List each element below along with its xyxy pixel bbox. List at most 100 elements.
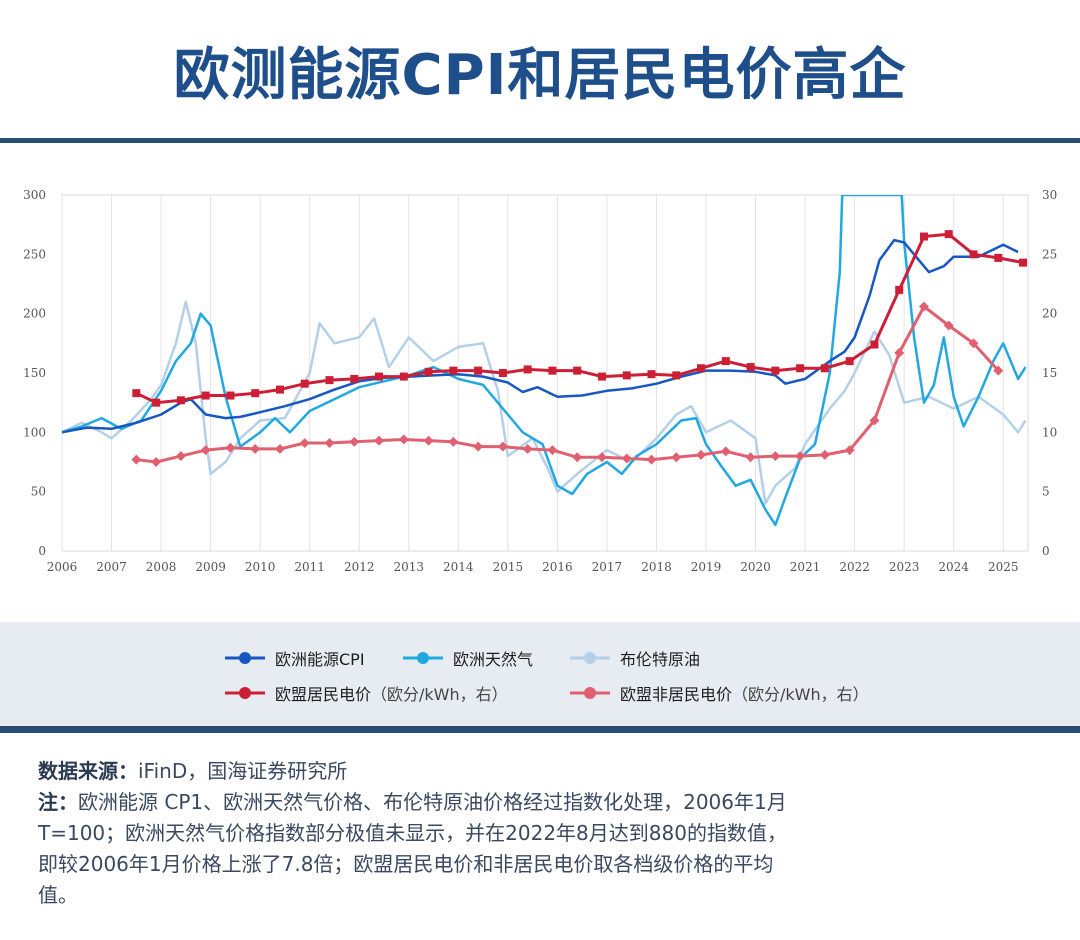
y-left-tick-label: 150 (23, 366, 46, 380)
legend-line-marker (570, 652, 610, 664)
data-point-marker (622, 371, 631, 380)
note-line: 注：欧洲能源 CP1、欧洲天然气价格、布伦特原油价格经过指数化处理，2006年1… (38, 787, 798, 911)
data-point-marker (647, 370, 656, 379)
data-point-marker (994, 253, 1003, 262)
x-tick-label: 2017 (592, 560, 623, 574)
data-point-marker (325, 376, 334, 385)
data-point-marker (844, 445, 855, 456)
data-point-marker (299, 438, 310, 448)
footnotes: 数据来源：iFinD，国海证券研究所 注：欧洲能源 CP1、欧洲天然气价格、布伦… (38, 756, 798, 911)
y-left-tick-label: 200 (23, 307, 46, 321)
data-point-marker (869, 415, 880, 426)
data-point-marker (275, 443, 285, 454)
data-point-marker (349, 436, 360, 447)
x-tick-label: 2021 (790, 560, 821, 574)
legend-label: 欧洲能源CPI (275, 650, 365, 669)
data-point-marker (671, 452, 682, 463)
legend-item-nonhousehold-power: 欧盟非居民电价 （欧分/kWh，右） (570, 681, 869, 705)
plot-frame (61, 194, 1029, 552)
data-point-marker (423, 435, 434, 446)
data-point-marker (474, 366, 483, 375)
top-divider (0, 138, 1080, 143)
data-point-marker (720, 446, 731, 457)
x-tick-label: 2019 (691, 560, 722, 574)
data-point-marker (771, 366, 780, 375)
data-point-marker (398, 434, 409, 445)
x-tick-label: 2022 (839, 560, 870, 574)
data-point-marker (597, 452, 607, 463)
legend-label: 欧盟非居民电价 (620, 685, 733, 704)
series-line (62, 195, 1027, 527)
data-point-marker (621, 453, 632, 464)
legend-unit: （欧分/kWh，右） (732, 685, 869, 704)
x-tick-label: 2014 (443, 560, 474, 574)
data-point-marker (300, 379, 309, 388)
chart-legend: 欧洲能源CPI 欧洲天然气 布伦特原油 欧盟居民电价 （欧分/kWh，右） 欧盟非… (0, 622, 1080, 726)
data-point-marker (375, 372, 384, 381)
legend-item-energy-cpi: 欧洲能源CPI (225, 646, 365, 670)
data-point-marker (672, 371, 681, 380)
data-point-marker (573, 366, 582, 375)
data-point-marker (522, 443, 533, 454)
data-point-marker (497, 441, 508, 452)
data-point-marker (523, 365, 532, 374)
data-point-marker (646, 454, 657, 465)
legend-item-household-power: 欧盟居民电价 （欧分/kWh，右） (225, 681, 508, 705)
data-point-marker (251, 389, 260, 398)
data-point-marker (597, 372, 606, 381)
y-right-tick-label: 25 (1042, 247, 1057, 261)
data-point-marker (795, 451, 806, 462)
data-point-marker (745, 452, 756, 463)
x-tick-label: 2020 (740, 560, 771, 574)
legend-unit: （欧分/kWh，右） (371, 685, 508, 704)
data-point-marker (919, 232, 928, 241)
legend-line-marker (225, 652, 265, 664)
data-point-marker (1019, 258, 1028, 267)
data-point-marker (548, 366, 557, 375)
data-point-marker (374, 435, 384, 446)
data-point-marker (968, 338, 979, 349)
series-line (136, 305, 1000, 464)
y-right-tick-label: 10 (1042, 425, 1057, 439)
data-point-marker (473, 441, 484, 452)
data-point-marker (820, 364, 829, 373)
data-point-marker (969, 250, 978, 259)
data-point-marker (746, 363, 755, 372)
x-tick-label: 2011 (294, 560, 325, 574)
data-point-marker (250, 443, 261, 454)
data-point-marker (697, 364, 706, 373)
x-tick-label: 2008 (146, 560, 177, 574)
data-point-marker (796, 364, 805, 373)
y-right-tick-label: 0 (1042, 544, 1050, 558)
legend-label: 欧洲天然气 (453, 650, 534, 669)
legend-line-marker (403, 652, 443, 664)
data-point-marker (944, 230, 953, 239)
y-left-tick-label: 250 (23, 247, 46, 261)
data-point-marker (200, 445, 211, 456)
note-label: 注： (38, 790, 78, 814)
source-line: 数据来源：iFinD，国海证券研究所 (38, 756, 798, 787)
y-left-tick-label: 100 (23, 425, 46, 439)
x-tick-label: 2012 (344, 560, 375, 574)
bottom-divider (0, 726, 1080, 733)
x-tick-label: 2018 (641, 560, 672, 574)
data-point-marker (449, 366, 458, 375)
data-point-marker (819, 449, 830, 460)
y-right-tick-label: 15 (1042, 366, 1057, 380)
source-label: 数据来源： (38, 759, 138, 783)
x-tick-label: 2009 (195, 560, 226, 574)
line-chart: 2006 2007 2008 2009 2010 2011 2012 2013 2014 2015… (23, 188, 1057, 574)
y-left-tick-label: 300 (23, 188, 46, 202)
data-point-marker (696, 449, 706, 460)
source-text: iFinD，国海证券研究所 (138, 759, 348, 783)
note-text: 欧洲能源 CP1、欧洲天然气价格、布伦特原油价格经过指数化处理，2006年1月T… (38, 790, 787, 907)
data-point-marker (151, 457, 162, 467)
data-point-marker (132, 389, 141, 398)
data-point-marker (547, 445, 558, 456)
legend-label: 欧盟居民电价 (275, 685, 372, 704)
x-tick-label: 2006 (47, 560, 78, 574)
data-point-marker (225, 442, 236, 453)
data-point-marker (424, 367, 433, 376)
y-left-tick-label: 0 (38, 544, 46, 558)
data-point-marker (226, 391, 235, 400)
